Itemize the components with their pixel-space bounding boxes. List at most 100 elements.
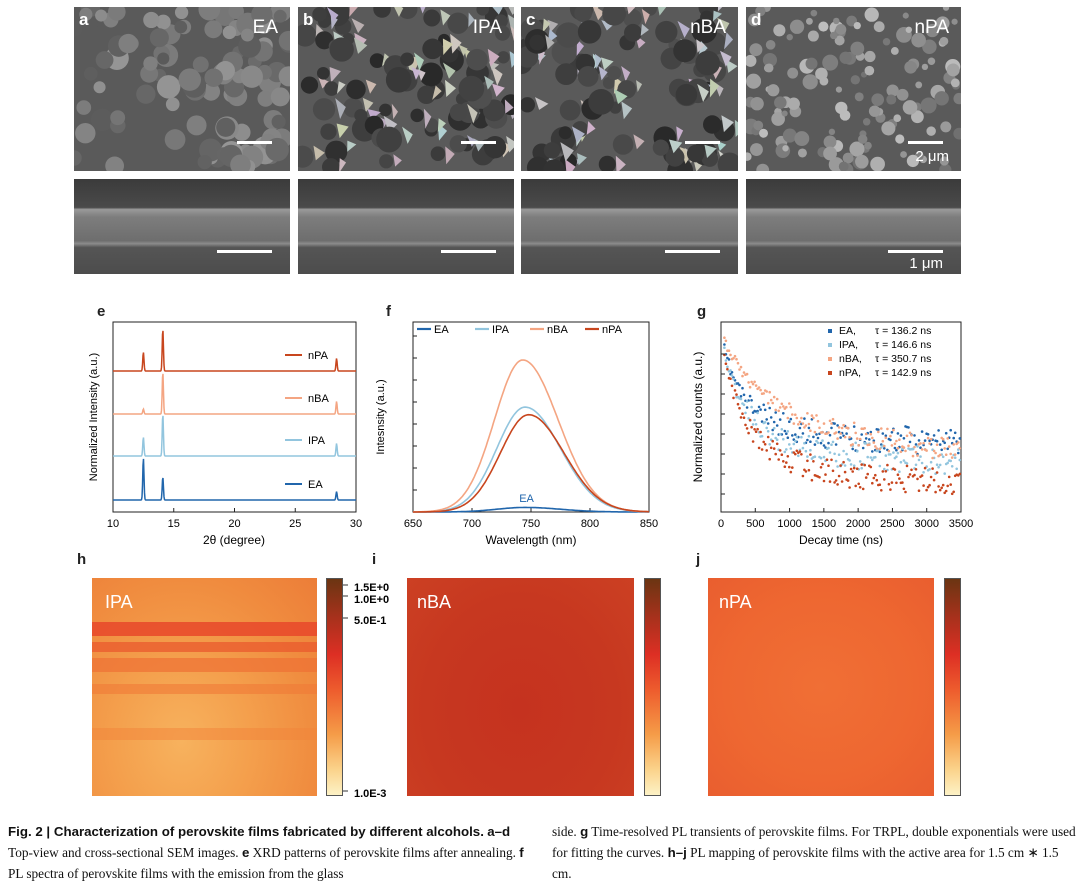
trpl-point bbox=[792, 442, 796, 446]
panel-letter-g: g bbox=[697, 303, 707, 320]
trpl-point bbox=[780, 402, 784, 406]
trpl-legend-swatch bbox=[828, 357, 832, 361]
trpl-point bbox=[804, 424, 808, 427]
scale-bar-label: 1 μm bbox=[909, 255, 943, 272]
trpl-point bbox=[884, 436, 888, 440]
xrd-series-nba bbox=[113, 373, 356, 415]
trpl-point bbox=[724, 362, 728, 365]
trpl-point bbox=[943, 472, 946, 475]
trpl-point bbox=[791, 434, 794, 437]
trpl-point bbox=[943, 491, 946, 495]
caption-title: Characterization of perovskite films fab… bbox=[53, 824, 484, 839]
trpl-point bbox=[748, 385, 752, 389]
trpl-point bbox=[908, 473, 912, 476]
trpl-legend-tau: τ = 142.9 ns bbox=[875, 367, 931, 379]
trpl-point bbox=[765, 418, 768, 421]
trpl-point bbox=[757, 405, 761, 409]
trpl-legend-tau: τ = 350.7 ns bbox=[875, 353, 931, 365]
trpl-point bbox=[958, 437, 962, 440]
trpl-point bbox=[947, 475, 951, 479]
trpl-point bbox=[732, 377, 735, 381]
trpl-point bbox=[864, 437, 868, 440]
trpl-point bbox=[836, 483, 839, 486]
trpl-point bbox=[920, 430, 924, 433]
trpl-x-tick-label: 2000 bbox=[846, 518, 870, 530]
trpl-point bbox=[756, 411, 759, 415]
caption-g-label: g bbox=[580, 824, 589, 839]
trpl-point bbox=[733, 389, 737, 392]
pl-spectra-chart: 650 700 750 800 850 EA IPA nBA nPA EA Wavelengt… bbox=[375, 321, 658, 547]
trpl-point bbox=[780, 453, 784, 456]
trpl-point bbox=[834, 459, 838, 463]
trpl-point bbox=[899, 434, 903, 437]
trpl-point bbox=[727, 358, 731, 361]
trpl-point bbox=[842, 460, 845, 464]
trpl-point bbox=[904, 490, 907, 494]
pl-map-colorbar-nba bbox=[644, 578, 661, 796]
trpl-point bbox=[860, 466, 863, 470]
trpl-point bbox=[932, 434, 936, 437]
trpl-legend-swatch bbox=[828, 371, 832, 375]
trpl-point bbox=[855, 450, 859, 453]
scale-bar bbox=[888, 250, 943, 253]
trpl-point bbox=[898, 477, 901, 480]
trpl-point bbox=[869, 432, 873, 436]
trpl-point bbox=[843, 464, 847, 467]
trpl-point bbox=[931, 456, 934, 460]
trpl-point bbox=[821, 439, 824, 442]
trpl-point bbox=[756, 409, 759, 413]
trpl-point bbox=[914, 450, 918, 454]
trpl-point bbox=[895, 448, 898, 452]
caption-hj-text: PL mapping of perovskite films with the … bbox=[552, 845, 1059, 881]
trpl-point bbox=[893, 446, 897, 450]
trpl-point bbox=[889, 434, 892, 438]
trpl-point bbox=[741, 386, 744, 390]
trpl-point bbox=[932, 449, 936, 453]
trpl-point bbox=[836, 465, 839, 468]
trpl-point bbox=[794, 439, 797, 443]
xrd-x-axis-label: 2θ (degree) bbox=[203, 533, 265, 547]
trpl-point bbox=[905, 462, 909, 465]
trpl-point bbox=[797, 454, 800, 458]
trpl-point bbox=[863, 427, 866, 430]
xrd-y-axis-label: Normalized Intensity (a.u.) bbox=[88, 353, 100, 481]
trpl-point bbox=[774, 436, 777, 440]
trpl-point bbox=[772, 395, 776, 399]
figure-caption-right: side. g Time-resolved PL transients of p… bbox=[552, 821, 1076, 884]
caption-f-text-part1: PL spectra of perovskite films with the … bbox=[8, 866, 344, 881]
trpl-point bbox=[860, 433, 863, 436]
trpl-point bbox=[742, 403, 746, 407]
pl-map-label-ipa: IPA bbox=[105, 592, 133, 612]
trpl-point bbox=[765, 390, 768, 393]
trpl-point bbox=[771, 428, 774, 432]
trpl-point bbox=[869, 456, 873, 459]
trpl-point bbox=[898, 438, 901, 441]
trpl-plot-frame bbox=[720, 321, 962, 513]
trpl-point bbox=[922, 443, 925, 447]
pl-plot-frame bbox=[412, 321, 650, 513]
sem-alcohol-label: IPA bbox=[472, 17, 502, 38]
scale-bar bbox=[665, 250, 720, 253]
trpl-point bbox=[803, 441, 806, 445]
trpl-point bbox=[880, 489, 883, 492]
trpl-point bbox=[828, 451, 832, 454]
trpl-point bbox=[801, 474, 805, 478]
trpl-point bbox=[830, 422, 833, 425]
trpl-point bbox=[877, 430, 880, 434]
trpl-point bbox=[803, 426, 806, 429]
trpl-point bbox=[923, 466, 927, 470]
trpl-point bbox=[837, 426, 841, 429]
trpl-point bbox=[872, 439, 876, 442]
trpl-point bbox=[791, 466, 794, 469]
trpl-point bbox=[782, 405, 785, 408]
trpl-point bbox=[871, 458, 874, 462]
trpl-point bbox=[786, 455, 790, 458]
trpl-point bbox=[788, 420, 791, 423]
sem-cross-ea bbox=[74, 179, 290, 274]
trpl-legend-tau: τ = 136.2 ns bbox=[875, 325, 931, 337]
trpl-point bbox=[896, 432, 900, 435]
trpl-point bbox=[827, 446, 830, 450]
trpl-point bbox=[789, 405, 793, 409]
trpl-point bbox=[938, 453, 942, 457]
trpl-point bbox=[751, 440, 755, 443]
